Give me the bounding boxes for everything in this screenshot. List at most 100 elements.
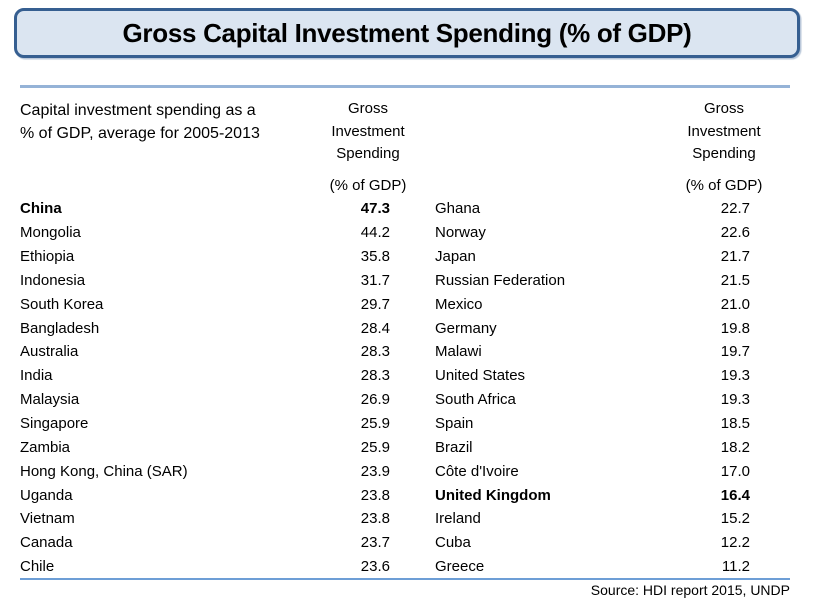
country-name: Ireland [435,510,481,528]
country-name: Mexico [435,295,483,313]
country-value: 12.2 [720,534,750,552]
table-row: Singapore 25.9 [20,412,390,436]
country-name: United States [435,367,526,385]
country-name: Norway [435,224,486,242]
column-header-line-2: Investment [331,122,405,140]
country-name: Germany [435,319,497,337]
country-value: 18.5 [720,415,750,433]
table-row: United Kingdom 16.4 [435,483,750,507]
country-name: Uganda [20,486,73,504]
country-value: 23.9 [360,462,390,480]
table-row: Mexico 21.0 [435,292,750,316]
country-value: 25.9 [360,415,390,433]
country-value: 28.3 [360,367,390,385]
table-row: Malawi 19.7 [435,340,750,364]
country-name: United Kingdom [435,486,551,504]
country-name: Ethiopia [20,248,75,266]
country-value: 23.6 [360,558,390,576]
country-value: 19.3 [720,367,750,385]
table-row: Russian Federation 21.5 [435,269,750,293]
source-note: Source: HDI report 2015, UNDP [590,582,790,598]
country-name: South Africa [435,391,516,409]
country-value: 22.7 [720,200,750,218]
caption-line-1: Capital investment spending as a [20,102,256,119]
country-value: 16.4 [720,486,750,504]
country-value: 23.8 [360,486,390,504]
left-value-column-header: Gross Investment Spending (% of GDP) [293,98,443,197]
country-value: 26.9 [360,391,390,409]
country-value: 21.5 [720,271,750,289]
table-row: Hong Kong, China (SAR) 23.9 [20,459,390,483]
table-row: Spain 18.5 [435,412,750,436]
top-divider [20,85,790,88]
country-value: 21.7 [720,248,750,266]
country-value: 22.6 [720,224,750,242]
country-value: 28.4 [360,319,390,337]
table-row: Brazil 18.2 [435,435,750,459]
column-header-line-1: Gross [347,100,388,117]
table-row: Chile 23.6 [20,555,390,579]
country-name: Japan [435,248,476,266]
country-name: Canada [20,534,73,552]
country-name: Vietnam [20,510,75,528]
country-name: India [20,367,53,385]
country-name: Brazil [435,438,473,456]
country-name: Australia [20,343,79,361]
table-row: Vietnam 23.8 [20,507,390,531]
caption-line-2: % of GDP, average for 2005-2013 [20,125,260,142]
table-row: Uganda 23.8 [20,483,390,507]
country-value: 25.9 [360,438,390,456]
country-value: 47.3 [360,200,390,218]
country-value: 15.2 [720,510,750,528]
country-name: South Korea [20,295,104,313]
table-row: Greece 11.2 [435,555,750,579]
country-name: Chile [20,558,55,576]
country-name: Ghana [435,200,481,218]
country-name: Greece [435,558,485,576]
table-row: Japan 21.7 [435,245,750,269]
table-row: India 28.3 [20,364,390,388]
country-name: Cuba [435,534,471,552]
country-value: 17.0 [720,462,750,480]
table-row: South Korea 29.7 [20,292,390,316]
country-value: 11.2 [721,558,750,576]
country-value: 18.2 [720,438,750,456]
table-row: Côte d'Ivoire 17.0 [435,459,750,483]
table-row: Ethiopia 35.8 [20,245,390,269]
column-header-line-3: Spending [336,145,400,162]
country-name: Spain [435,415,474,433]
title-banner: Gross Capital Investment Spending (% of … [14,8,800,58]
country-value: 19.7 [720,343,750,361]
table-row: South Africa 19.3 [435,388,750,412]
country-value: 19.8 [720,319,750,337]
country-value: 23.8 [360,510,390,528]
right-value-column-header: Gross Investment Spending (% of GDP) [649,98,799,197]
table-row: Ireland 15.2 [435,507,750,531]
country-value: 35.8 [360,248,390,266]
table-row: China 47.3 [20,197,390,221]
country-name: Bangladesh [20,319,100,337]
column-header-unit: (% of GDP) [685,176,763,194]
table-row: United States 19.3 [435,364,750,388]
table-row: Australia 28.3 [20,340,390,364]
left-table: China 47.3 Mongolia 44.2 Ethiopia 35.8 Indones… [20,197,390,579]
table-row: Bangladesh 28.4 [20,316,390,340]
country-name: China [20,200,62,218]
table-row: Germany 19.8 [435,316,750,340]
column-header-unit: (% of GDP) [329,176,407,194]
column-header-line-2: Investment [687,122,761,140]
country-name: Russian Federation [435,271,566,289]
country-name: Côte d'Ivoire [435,462,519,480]
table-row: Indonesia 31.7 [20,269,390,293]
country-value: 29.7 [360,295,390,313]
table-row: Canada 23.7 [20,531,390,555]
country-name: Mongolia [20,224,81,242]
country-value: 31.7 [360,271,390,289]
country-value: 23.7 [360,534,390,552]
table-row: Norway 22.6 [435,221,750,245]
column-header-line-3: Spending [692,145,756,162]
table-row: Cuba 12.2 [435,531,750,555]
table-row: Mongolia 44.2 [20,221,390,245]
page-title: Gross Capital Investment Spending (% of … [122,17,692,48]
